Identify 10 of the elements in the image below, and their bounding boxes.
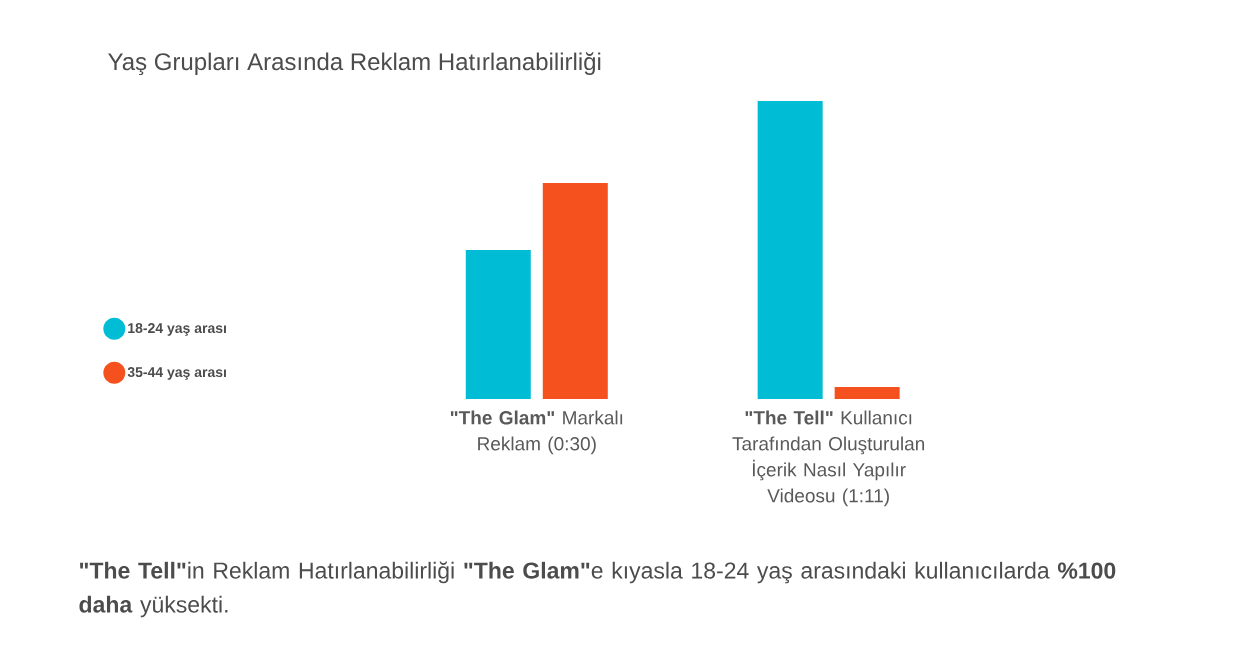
x-tick-label: "The Tell" Kullanıcı Tarafından Oluşturulan İçerik Nasıl Yapılır Videosu (1:11) xyxy=(732,410,925,507)
bar xyxy=(465,250,531,399)
x-tick-label: "The Glam" Markalı Reklam (0:30) xyxy=(450,410,623,455)
chart-title: Yaş Grupları Arasında Reklam Hatırlanabilirliği xyxy=(108,52,601,76)
bar xyxy=(542,182,608,399)
text: "The Tell"in Reklam Hatırlanabilirliği "The Glam"e kıyasla 18-24 yaş arasındaki kullanıcılarda %100 daha yüksekti. xyxy=(79,561,1116,618)
legend-label: 18-24 yaş arası xyxy=(128,323,226,336)
bar xyxy=(757,101,823,399)
legend-label: 35-44 yaş arası xyxy=(127,367,226,380)
bar xyxy=(834,387,900,399)
